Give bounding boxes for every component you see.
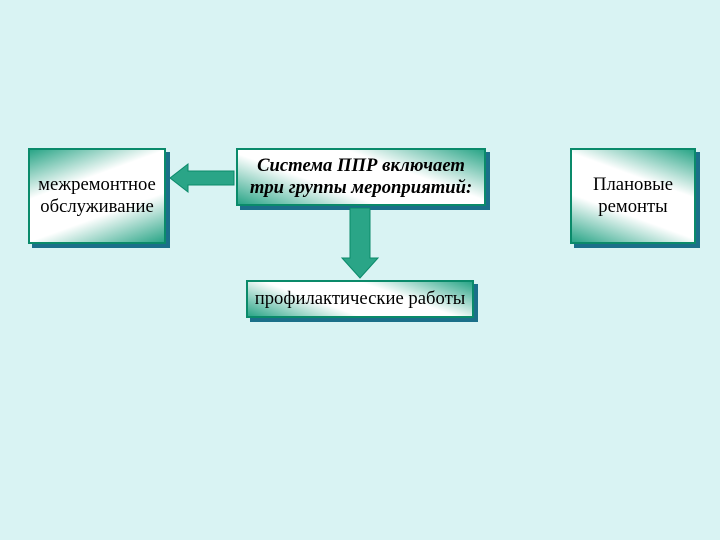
arrow-down	[324, 172, 396, 314]
arrow-left	[142, 150, 262, 206]
diagram-stage: межремонтное обслуживаниеСистема ППР вкл…	[0, 0, 720, 540]
node-right: Плановые ремонты	[570, 148, 696, 244]
node-label-right: Плановые ремонты	[572, 150, 694, 242]
